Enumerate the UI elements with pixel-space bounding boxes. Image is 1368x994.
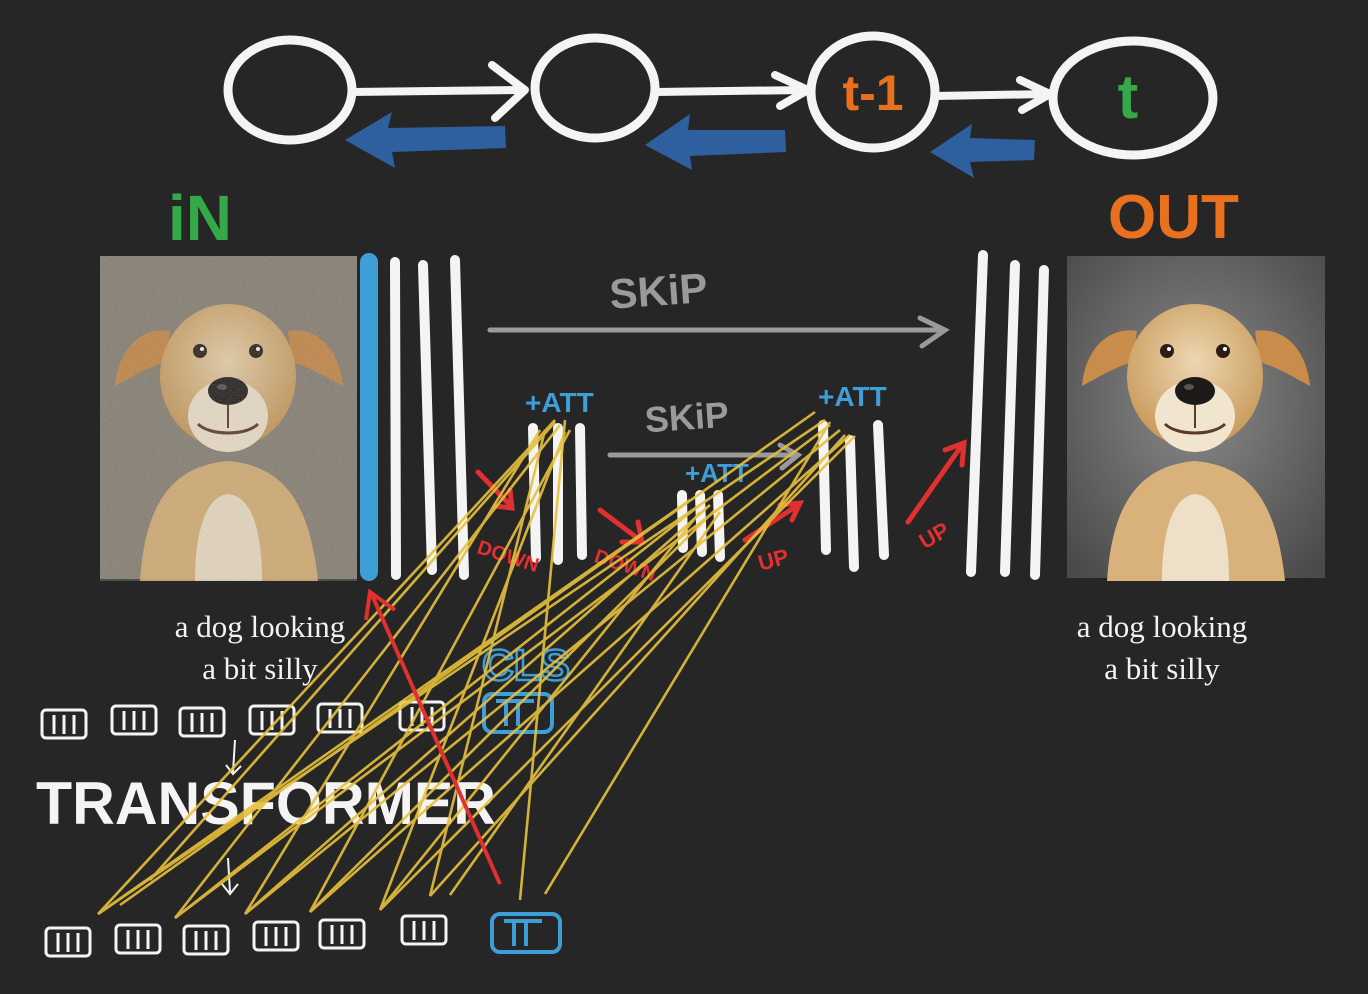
up-label-2: UP: [915, 517, 954, 554]
timeline-node-3-label: t-1: [842, 65, 903, 121]
token: [400, 914, 448, 946]
token: [182, 924, 230, 956]
down-arrow-1: [475, 469, 515, 511]
unet: [360, 250, 1049, 581]
unet-decoder-layers-2: [818, 420, 889, 572]
token: [40, 708, 88, 740]
up-arrow-2: [905, 439, 967, 525]
timeline-node-2: [530, 33, 660, 143]
cls-token-top: [482, 692, 554, 734]
timeline-node-4: [1048, 36, 1218, 160]
cls-conditioning-arrow: [364, 588, 502, 885]
unet-decoder-layers-1: [966, 250, 1049, 580]
skip-label-inner: SKiP: [643, 394, 730, 441]
token: [114, 923, 162, 955]
att-label-2: +ATT: [685, 458, 749, 488]
timeline-node-4-label: t: [1118, 63, 1139, 132]
skip-arrow-inner: [607, 442, 803, 471]
output-image: [1067, 256, 1325, 583]
token: [178, 706, 226, 738]
prompt-tokens-bottom: [44, 912, 562, 958]
forward-arrows: [348, 61, 1054, 122]
timeline: t-1 t: [223, 31, 1218, 178]
token: [252, 920, 300, 952]
token: [44, 926, 92, 958]
input-caption: a dog looking a bit silly: [174, 609, 346, 686]
cls-token-bottom: [490, 912, 562, 954]
up-label-1: UP: [755, 544, 791, 576]
input-image: [100, 256, 357, 583]
timeline-node-1: [223, 35, 357, 145]
token: [110, 704, 158, 736]
cross-attention-lines: [97, 410, 856, 920]
output-caption: a dog looking a bit silly: [1076, 609, 1248, 686]
skip-arrow-outer: [487, 315, 950, 349]
att-label-3: +ATT: [818, 381, 887, 412]
att-label-1: +ATT: [525, 387, 594, 418]
token: [318, 918, 366, 950]
in-label: iN: [168, 182, 232, 254]
unet-encoder-layers-1: [390, 255, 469, 580]
skip-label-outer: SKiP: [608, 264, 709, 318]
backward-arrows: [345, 112, 1035, 178]
out-label: OUT: [1108, 183, 1239, 252]
